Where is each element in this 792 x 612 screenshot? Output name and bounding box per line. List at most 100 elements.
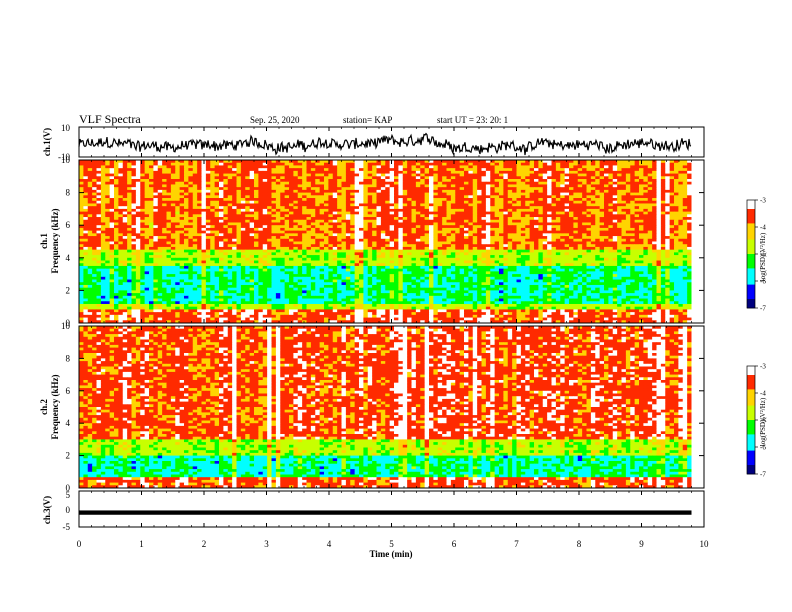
spectrogram-cell — [424, 208, 430, 213]
spectrogram-cell — [319, 236, 325, 240]
spectrogram-cell — [555, 189, 561, 193]
spectrogram-cell — [472, 219, 478, 223]
spectrogram-cell — [135, 162, 141, 166]
spectrogram-cell — [516, 214, 522, 218]
spectrogram-cell — [538, 211, 544, 215]
spectrogram-cell — [262, 192, 268, 196]
spectrogram-cell — [267, 165, 272, 169]
spectrogram-cell — [389, 176, 395, 180]
spectrogram-cell — [468, 225, 474, 229]
spectrogram-cell — [555, 181, 561, 185]
spectrogram-cell — [643, 225, 649, 229]
spectrogram-cell — [144, 173, 150, 177]
spectrogram-cell — [512, 236, 517, 240]
spectrogram-cell — [118, 249, 124, 253]
spectrogram-cell — [385, 238, 391, 242]
spectrogram-cell — [687, 249, 692, 253]
spectrogram-cell — [284, 192, 290, 196]
spectrogram-cell — [424, 238, 430, 242]
spectrogram-cell — [477, 217, 482, 221]
spectrogram-cell — [236, 222, 242, 226]
spectrogram-cell — [100, 198, 106, 202]
spectrogram-cell — [499, 187, 504, 191]
spectrogram-cell — [547, 189, 552, 193]
spectrogram-cell — [464, 233, 469, 237]
spectrogram-cell — [595, 246, 601, 251]
spectrogram-cell — [92, 170, 97, 174]
spectrogram-cell — [612, 203, 618, 207]
spectrogram-cell — [254, 176, 259, 180]
spectrogram-cell — [345, 249, 351, 253]
spectrogram-cell — [590, 184, 596, 188]
spectrogram-cell — [398, 173, 404, 177]
spectrogram-cell — [328, 217, 334, 221]
spectrogram-cell — [380, 179, 386, 183]
spectrogram-cell — [595, 249, 601, 253]
spectrogram-cell — [577, 227, 583, 232]
spectrogram-cell — [175, 203, 181, 207]
spectrogram-cell — [153, 200, 159, 204]
spectrogram-cell — [166, 173, 172, 177]
spectrogram-cell — [87, 170, 93, 174]
spectrogram-cell — [411, 217, 417, 221]
spectrogram-cell — [249, 246, 255, 251]
spectrogram-cell — [240, 214, 246, 218]
spectrogram-cell — [166, 233, 172, 237]
spectrogram-cell — [665, 238, 671, 242]
spectrogram-cell — [337, 208, 342, 213]
spectrogram-cell — [267, 170, 272, 174]
spectrogram-cell — [577, 206, 583, 210]
spectrogram-cell — [503, 206, 509, 210]
spectrogram-cell — [109, 195, 115, 199]
spectrogram-cell — [289, 165, 294, 169]
spectrogram-cell — [332, 179, 338, 183]
spectrogram-cell — [407, 192, 412, 196]
spectrogram-cell — [507, 219, 513, 223]
spectrogram-cell — [236, 236, 242, 240]
spectrogram-cell — [83, 230, 89, 234]
spectrogram-cell — [630, 173, 636, 177]
spectrogram-cell — [337, 219, 342, 223]
spectrogram-cell — [507, 189, 513, 193]
spectrogram-cell — [205, 168, 211, 172]
spectrogram-cell — [424, 184, 430, 188]
spectrogram-cell — [236, 165, 242, 169]
spectrogram-cell — [643, 176, 649, 180]
spectrogram-cell — [564, 236, 570, 240]
spectrogram-cell — [127, 249, 132, 253]
spectrogram-cell — [590, 170, 596, 174]
spectrogram-cell — [481, 192, 487, 196]
spectrogram-cell — [315, 222, 321, 226]
spectrogram-cell — [363, 233, 369, 237]
spectrogram-cell — [306, 179, 312, 183]
spectrogram-cell — [407, 162, 412, 166]
spectrogram-cell — [674, 187, 679, 191]
spectrogram-cell — [516, 219, 522, 223]
spectrogram-cell — [232, 187, 237, 191]
spectrogram-cell — [188, 170, 194, 174]
spectrogram-cell — [354, 165, 360, 169]
spectrogram-cell — [232, 168, 237, 172]
spectrogram-cell — [87, 160, 93, 164]
spectrogram-cell — [109, 173, 115, 177]
spectrogram-cell — [354, 195, 360, 199]
spectrogram-cell — [79, 176, 84, 180]
spectrogram-cell — [385, 208, 391, 213]
spectrogram-cell — [289, 162, 294, 166]
spectrogram-cell — [140, 246, 146, 251]
spectrogram-cell — [359, 249, 364, 253]
spectrogram-cell — [481, 217, 487, 221]
spectrogram-cell — [516, 179, 522, 183]
spectrogram-cell — [555, 176, 561, 180]
spectrogram-cell — [682, 179, 688, 183]
spectrogram-cell — [542, 160, 548, 164]
spectrogram-cell — [153, 233, 159, 237]
spectrogram-cell — [328, 246, 334, 251]
spectrogram-cell — [398, 219, 404, 223]
spectrogram-cell — [118, 160, 124, 164]
spectrogram-cell — [420, 203, 426, 207]
spectrogram-cell — [569, 165, 574, 169]
spectrogram-cell — [306, 176, 312, 180]
spectrogram-cell — [249, 225, 255, 229]
spectrogram-cell — [573, 170, 579, 174]
